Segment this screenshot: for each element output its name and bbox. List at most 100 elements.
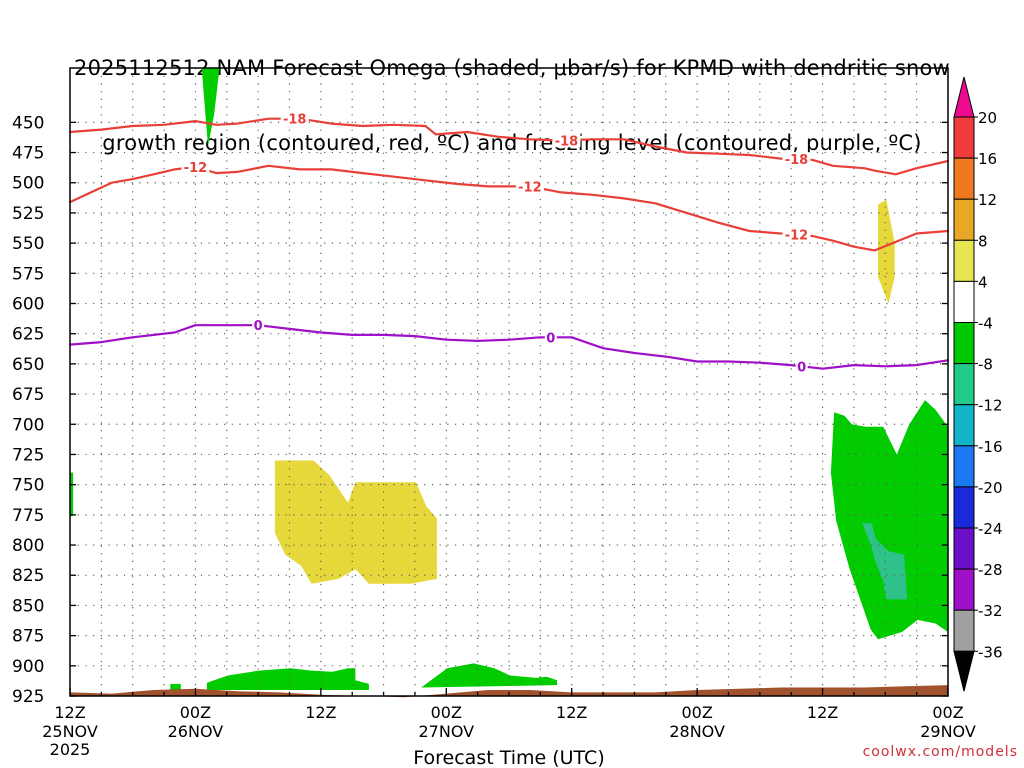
- colorbar-label: 16: [978, 150, 997, 168]
- contour-label-bg: [544, 330, 557, 345]
- colorbar-label: -32: [978, 602, 1003, 620]
- x-tick-year: 2025: [50, 740, 91, 759]
- colorbar-segment: [953, 404, 975, 447]
- x-tick-label: 00Z: [180, 703, 211, 722]
- contour-label: -18: [555, 134, 579, 149]
- y-tick-label: 800: [12, 536, 44, 556]
- contour-line-0: [68, 117, 950, 176]
- y-tick-label: 750: [12, 476, 44, 496]
- colorbar-label: -36: [978, 643, 1003, 661]
- colorbar-label: -12: [978, 397, 1003, 415]
- colorbar-segment: [953, 239, 975, 282]
- colorbar-label: -16: [978, 438, 1003, 456]
- x-tick-label: 12Z: [305, 703, 336, 722]
- y-tick-label: 625: [12, 325, 44, 345]
- omega-region-0: [201, 68, 220, 147]
- colorbar-segment: [953, 116, 975, 159]
- x-tick-date: 29NOV: [920, 722, 976, 741]
- contour-label-bg: [280, 111, 309, 126]
- colorbar-label: 12: [978, 191, 997, 209]
- colorbar-segment: [953, 527, 975, 570]
- contour-label-bg: [181, 160, 210, 175]
- y-tick-label: 450: [12, 113, 44, 133]
- colorbar-label: 8: [978, 232, 988, 250]
- omega-region-4: [830, 400, 948, 640]
- colorbar-label: -4: [978, 315, 993, 333]
- contour-line-2: [68, 324, 950, 370]
- contour-label-bg: [252, 318, 265, 333]
- contour-label-bg: [795, 359, 808, 374]
- omega-region-1: [878, 199, 895, 304]
- y-tick-label: 600: [12, 295, 44, 315]
- colorbar-segment: [953, 445, 975, 488]
- colorbar: 20 16 12 8 4 -4 -8 -12 -16 -20 -24 -28 -32 -36: [953, 76, 1003, 692]
- x-tick-label: 12Z: [807, 703, 838, 722]
- x-tick-date: 25NOV: [42, 722, 98, 741]
- contour-label-bg: [782, 227, 811, 242]
- omega-region-7: [421, 663, 558, 688]
- omega-region-2: [274, 460, 437, 584]
- omega-region-6: [206, 668, 369, 690]
- contour-label-bg: [552, 133, 581, 148]
- y-tick-label: 500: [12, 174, 44, 194]
- colorbar-label: -8: [978, 356, 993, 374]
- x-tick-label: 00Z: [932, 703, 963, 722]
- contour-label: -12: [184, 161, 208, 176]
- colorbar-label: -20: [978, 479, 1003, 497]
- x-axis-label: Forecast Time (UTC): [413, 747, 604, 768]
- omega-region-3: [70, 472, 74, 517]
- colorbar-label: -24: [978, 520, 1003, 538]
- colorbar-bottom-arrow: [953, 650, 975, 692]
- contour-label-bg: [782, 152, 811, 167]
- colorbar-segment: [953, 280, 975, 323]
- y-tick-label: 825: [12, 566, 44, 586]
- omega-shading-layer: [70, 68, 948, 690]
- x-tick-date: 28NOV: [669, 722, 725, 741]
- y-tick-label: 925: [12, 687, 44, 707]
- x-tick-label: 12Z: [556, 703, 587, 722]
- colorbar-segment: [953, 198, 975, 241]
- y-tick-label: 650: [12, 355, 44, 375]
- colorbar-segment: [953, 157, 975, 200]
- x-tick-date: 26NOV: [168, 722, 224, 741]
- contour-label: -12: [785, 229, 809, 244]
- colorbar-label: 20: [978, 109, 997, 127]
- omega-region-8: [170, 683, 181, 690]
- colorbar-label: -28: [978, 561, 1003, 579]
- chart-title-line-2: growth region (contoured, red, ºC) and f…: [102, 131, 922, 155]
- y-tick-label: 550: [12, 234, 44, 254]
- y-tick-label: 575: [12, 264, 44, 284]
- y-tick-label: 850: [12, 596, 44, 616]
- contour-label: -18: [283, 113, 307, 128]
- contour-label: -18: [785, 153, 809, 168]
- contour-label: 0: [546, 331, 555, 346]
- y-tick-label: 875: [12, 627, 44, 647]
- colorbar-segment: [953, 363, 975, 406]
- y-tick-label: 775: [12, 506, 44, 526]
- grid-layer: [70, 68, 948, 696]
- site-credit: coolwx.com/models: [862, 744, 1018, 760]
- y-tick-label: 525: [12, 204, 44, 224]
- x-tick-date: 27NOV: [418, 722, 474, 741]
- y-tick-label: 700: [12, 415, 44, 435]
- colorbar-segment: [953, 322, 975, 365]
- contour-label: 0: [254, 319, 263, 334]
- y-tick-label: 475: [12, 144, 44, 164]
- x-tick-label: 12Z: [54, 703, 85, 722]
- y-tick-label: 725: [12, 445, 44, 465]
- x-tick-label: 00Z: [681, 703, 712, 722]
- colorbar-segment: [953, 486, 975, 529]
- y-tick-label: 900: [12, 657, 44, 677]
- axes-layer: 450 475 500 525 550 575 600 625 650 675 700 725 750 7…: [12, 67, 976, 768]
- x-tick-label: 00Z: [431, 703, 462, 722]
- colorbar-segment: [953, 568, 975, 611]
- contour-label: -12: [518, 180, 542, 195]
- colorbar-segment: [953, 609, 975, 652]
- contour-label-bg: [515, 179, 544, 194]
- y-tick-label: 675: [12, 385, 44, 405]
- contour-label: 0: [797, 360, 806, 375]
- colorbar-label: 4: [978, 273, 988, 291]
- colorbar-top-arrow: [953, 76, 975, 118]
- contour-layer: -18 -18 -18 -12 -12 -12 0 0 0: [68, 111, 950, 375]
